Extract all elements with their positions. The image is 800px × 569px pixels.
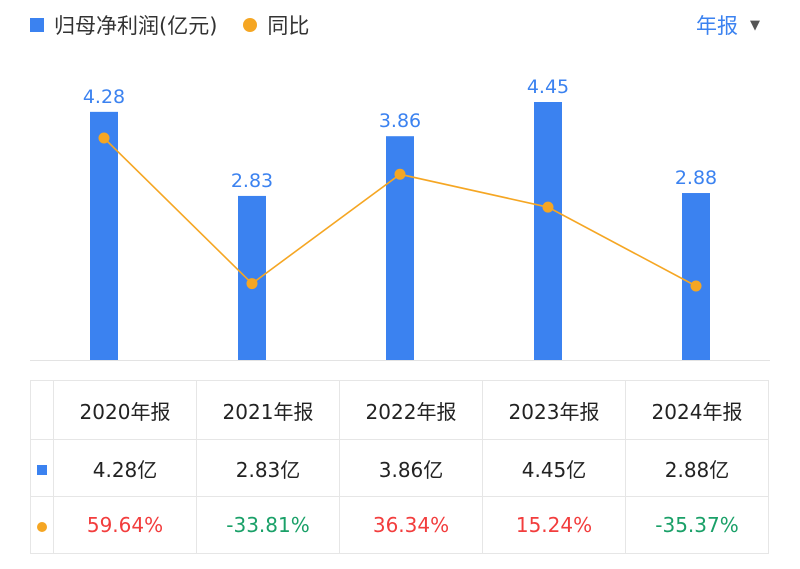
table-corner-cell xyxy=(30,380,54,440)
profit-cell: 2.88亿 xyxy=(625,439,769,497)
bar-value-label: 2.83 xyxy=(231,170,273,192)
data-table: 2020年报 2021年报 2022年报 2023年报 2024年报 4.28亿… xyxy=(30,380,769,554)
table-header-cell: 2023年报 xyxy=(482,380,626,440)
yoy-point xyxy=(394,168,406,180)
table-header-cell: 2022年报 xyxy=(339,380,483,440)
period-selector-label: 年报 xyxy=(696,14,738,38)
bar-value-label: 2.88 xyxy=(675,167,717,189)
table-header-cell: 2020年报 xyxy=(53,380,197,440)
yoy-point xyxy=(246,278,258,290)
line-legend-swatch xyxy=(243,18,258,32)
yoy-cell: 36.34% xyxy=(339,496,483,554)
bar-value-label: 4.28 xyxy=(83,86,125,108)
yoy-cell: -35.37% xyxy=(625,496,769,554)
yoy-row-marker-cell xyxy=(30,496,54,554)
bar-series-marker xyxy=(37,465,47,475)
yoy-point xyxy=(98,132,110,144)
line-legend-label: 同比 xyxy=(267,14,310,38)
profit-row-marker-cell xyxy=(30,439,54,497)
chevron-down-icon: ▼ xyxy=(750,17,760,33)
period-selector[interactable]: 年报 ▼ xyxy=(696,8,760,42)
table-row: 4.28亿 2.83亿 3.86亿 4.45亿 2.88亿 xyxy=(30,439,769,497)
chart-legend: 归母净利润(亿元) 同比 xyxy=(30,8,309,42)
yoy-point xyxy=(542,201,554,213)
yoy-cell: 59.64% xyxy=(53,496,197,554)
yoy-point xyxy=(690,280,702,292)
profit-bar xyxy=(682,193,710,360)
table-header-row: 2020年报 2021年报 2022年报 2023年报 2024年报 xyxy=(30,380,769,440)
table-header-cell: 2021年报 xyxy=(196,380,340,440)
profit-chart: 4.28 2.83 3.86 4.45 2.88 xyxy=(30,76,770,361)
profit-cell: 4.28亿 xyxy=(53,439,197,497)
profit-cell: 2.83亿 xyxy=(196,439,340,497)
yoy-cell: 15.24% xyxy=(482,496,626,554)
profit-cell: 4.45亿 xyxy=(482,439,626,497)
bar-legend-label: 归母净利润(亿元) xyxy=(54,14,218,38)
bar-legend-swatch xyxy=(30,18,44,32)
profit-bar xyxy=(238,195,266,360)
profit-bar xyxy=(90,111,118,361)
yoy-cell: -33.81% xyxy=(196,496,340,554)
line-series-marker xyxy=(37,522,47,532)
table-row: 59.64% -33.81% 36.34% 15.24% -35.37% xyxy=(30,496,769,554)
table-header-cell: 2024年报 xyxy=(625,380,769,440)
profit-cell: 3.86亿 xyxy=(339,439,483,497)
bar-value-label: 4.45 xyxy=(527,76,569,98)
bar-value-label: 3.86 xyxy=(379,110,421,132)
profit-bar xyxy=(534,102,562,360)
